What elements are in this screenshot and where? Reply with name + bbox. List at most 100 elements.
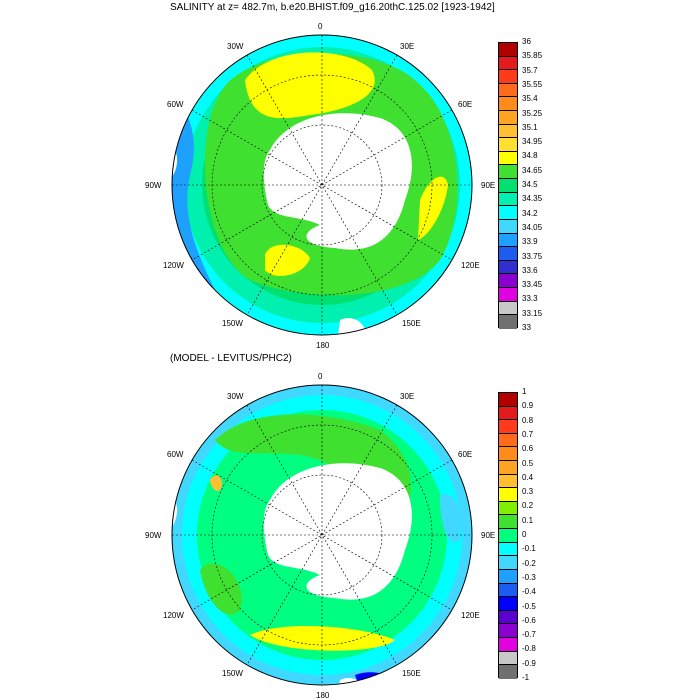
diff-max-pacific [250,625,395,651]
colorbar-label: -0.9 [522,658,536,668]
lon-label-60e: 60E [458,100,472,109]
colorbar-swatch [499,542,517,557]
colorbar-label: 35.85 [522,51,543,61]
lon-label-90w: 90W [145,181,162,190]
lon-label-120e: 120E [461,261,480,270]
colorbar-label: 35.7 [522,65,538,75]
colorbar-swatch [499,583,517,598]
colorbar-swatch [499,97,517,112]
meridian-lines [172,35,472,335]
colorbar-swatch [499,43,517,57]
salinity-polar-map: 0 30E 60E 90E 120E 150E 180 150W 120W 90… [145,22,495,350]
colorbar-label: 0.5 [522,458,534,468]
colorbar-swatch [499,315,517,329]
colorbar-swatch [499,393,517,407]
lon-label-120e: 120E [461,611,480,620]
lon-label-60w: 60W [167,100,184,109]
colorbar-swatch [499,420,517,434]
lon-label-120w: 120W [163,611,184,620]
colorbar-label: -0.4 [522,587,536,597]
colorbar-swatch [499,665,517,679]
colorbar-swatch [499,111,517,125]
colorbar-swatch [499,610,517,625]
colorbar-swatch [499,637,517,652]
colorbar-swatch [499,624,517,638]
colorbar-label: 0.2 [522,501,534,511]
colorbar-swatch [499,124,517,139]
colorbar-label: 33.45 [522,280,543,290]
lon-label-90w: 90W [145,531,162,540]
colorbar-swatch [499,515,517,530]
colorbar-label: -0.1 [522,544,536,554]
lon-label-60e: 60E [458,450,472,459]
colorbar-swatch [499,406,517,421]
colorbar-swatch [499,461,517,475]
colorbar-label: 33.75 [522,251,543,261]
colorbar-label: 33 [522,323,531,332]
colorbar-label: 0 [522,530,527,539]
colorbar-swatch [499,206,517,220]
colorbar-swatch [499,56,517,71]
colorbar-label: 34.35 [522,194,543,204]
colorbar-swatch [499,233,517,248]
colorbar-label: -0.5 [522,601,536,611]
colorbar-swatch [499,301,517,316]
lon-label-30e: 30E [400,42,414,51]
colorbar-swatch [499,192,517,207]
colorbar-swatch [499,138,517,152]
colorbar-swatch [499,219,517,234]
colorbar-label: 35.1 [522,122,538,132]
lon-label-180: 180 [316,691,330,700]
salinity-max-pacific [265,244,310,277]
colorbar-label: 35.25 [522,108,543,118]
lon-label-0: 0 [318,22,323,31]
colorbar-label: 0.9 [522,401,534,411]
colorbar-swatch [499,260,517,275]
top-map-title: SALINITY at z= 482.7m, b.e20.BHIST.f09_g… [170,2,495,13]
colorbar-label: 0.3 [522,487,534,497]
colorbar-label: 34.5 [522,180,538,189]
colorbar-swatch [499,501,517,516]
meridian-lines [172,385,472,685]
colorbar-swatch [499,447,517,462]
diff-min-ross [355,672,400,685]
diff-positive-pacific [200,563,242,615]
colorbar-swatch [499,247,517,261]
colorbar-label: 0.8 [522,415,534,425]
colorbar-label: -0.7 [522,630,536,640]
lon-label-0: 0 [318,372,323,381]
colorbar-label: 33.3 [522,294,538,304]
colorbar-swatch [499,569,517,584]
colorbar-label: 35.55 [522,79,543,89]
colorbar-label: -0.3 [522,572,536,582]
salinity-max-indian [418,176,448,240]
colorbar-label: -0.6 [522,615,536,625]
colorbar-label: 34.2 [522,208,538,218]
lon-label-30e: 30E [400,392,414,401]
salinity-max-atlantic [245,52,375,119]
colorbar-label: 1 [522,387,527,396]
colorbar-swatch [499,529,517,543]
colorbar-label: 36 [522,37,531,46]
top-colorbar [498,42,518,329]
colorbar-swatch [499,70,517,84]
colorbar-swatch [499,488,517,502]
lon-label-150w: 150W [222,319,243,328]
colorbar-swatch [499,83,517,98]
diff-max-drake [210,475,222,492]
antarctica-landmass [263,113,412,250]
diff-positive-atlantic [215,414,412,530]
colorbar-label: -1 [522,673,530,682]
colorbar-label: -0.2 [522,558,536,568]
colorbar-label: 34.8 [522,151,538,161]
colorbar-swatch [499,287,517,302]
bottom-colorbar [498,392,518,679]
colorbar-label: 34.05 [522,222,543,232]
lon-label-30w: 30W [227,42,244,51]
colorbar-label: 35.4 [522,94,538,104]
colorbar-swatch [499,556,517,570]
salinity-difference-polar-map: 0 30E 60E 90E 120E 150E 180 150W 120W 90… [145,372,495,700]
lon-label-30w: 30W [227,392,244,401]
colorbar-swatch [499,474,517,489]
colorbar-label: 0.1 [522,515,534,525]
